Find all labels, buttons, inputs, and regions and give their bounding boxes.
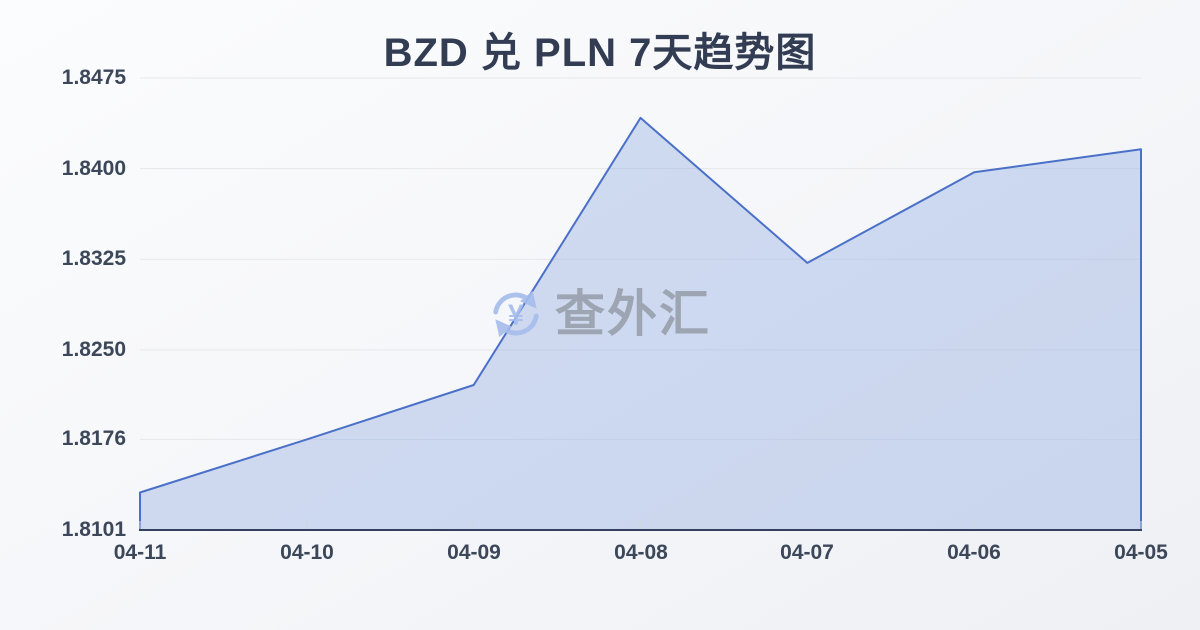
- x-axis-tick-label: 04-07: [780, 541, 834, 564]
- y-axis-tick-label: 1.8325: [61, 247, 126, 270]
- x-axis-tick-label: 04-09: [447, 541, 501, 564]
- x-axis-tick-label: 04-10: [280, 541, 334, 564]
- x-axis-tick-label: 04-08: [614, 541, 668, 564]
- y-axis-tick-label: 1.8475: [61, 66, 126, 89]
- y-axis-tick-label: 1.8400: [61, 157, 126, 180]
- series-area: [140, 117, 1141, 531]
- x-axis-tick-label: 04-05: [1114, 541, 1168, 564]
- x-axis-tick-label: 04-11: [113, 541, 167, 564]
- chart-title: BZD 兑 PLN 7天趋势图: [383, 31, 817, 75]
- y-axis-tick-label: 1.8176: [61, 427, 126, 450]
- series-line: [139, 116, 1142, 531]
- y-axis-tick-label: 1.8250: [61, 338, 126, 361]
- y-axis-tick-label: 1.8101: [61, 518, 126, 541]
- x-axis-tick-label: 04-06: [947, 541, 1001, 564]
